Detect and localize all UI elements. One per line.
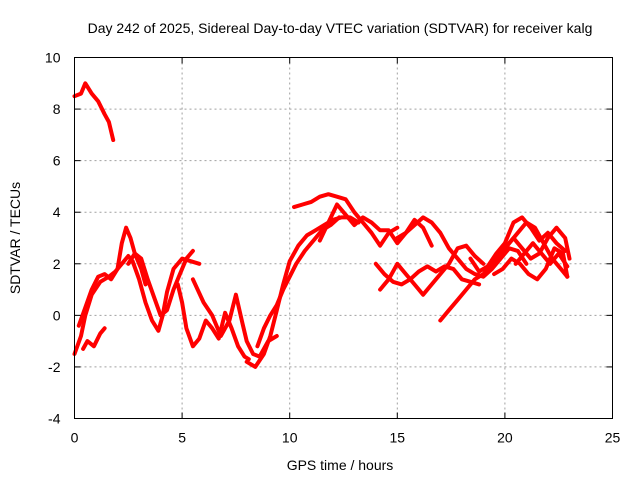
x-tick-label: 20 [497,430,513,446]
y-tick-label: 6 [53,153,61,169]
x-axis-label: GPS time / hours [287,457,394,473]
y-axis: -4 -2 0 2 4 6 8 10 [45,50,613,427]
series-line-sat-f [175,282,251,362]
plot-frame [74,57,613,419]
series-line-sat-c [76,225,148,328]
series-line-sat-a [72,81,116,142]
series-line-sat-m [378,243,486,297]
x-tick-label: 10 [282,430,298,446]
x-tick-label: 15 [390,430,406,446]
series-line-sat-d [81,326,107,351]
x-tick-label: 25 [605,430,621,446]
y-tick-label: -4 [48,411,61,427]
series-line-sat-l [373,261,482,287]
series-line-sat-e [126,248,195,318]
series-line-sat-g [190,277,279,359]
series-layer [72,81,572,369]
series-line-sat-j [292,192,400,248]
series-line-sat-k [317,202,434,248]
y-tick-label: 8 [53,101,61,117]
y-tick-label: 0 [53,307,61,323]
y-tick-label: -2 [48,359,61,375]
y-tick-label: 10 [45,50,61,66]
x-tick-label: 0 [71,430,79,446]
x-tick-label: 5 [178,430,186,446]
chart-title: Day 242 of 2025, Sidereal Day-to-day VTE… [88,20,593,36]
series-line-sat-i [255,215,342,349]
series-line-sat-n [395,215,529,279]
y-tick-label: 4 [53,204,61,220]
series-line-sat-q [492,246,570,282]
grid-lines [74,57,613,419]
y-axis-label: SDTVAR / TECUs [7,182,23,294]
x-axis: 0 5 10 15 20 25 [71,57,621,446]
series-line-sat-h [244,215,361,369]
y-tick-label: 2 [53,256,61,272]
series-line-sat-b [72,254,202,356]
series-line-sat-s [513,241,570,269]
